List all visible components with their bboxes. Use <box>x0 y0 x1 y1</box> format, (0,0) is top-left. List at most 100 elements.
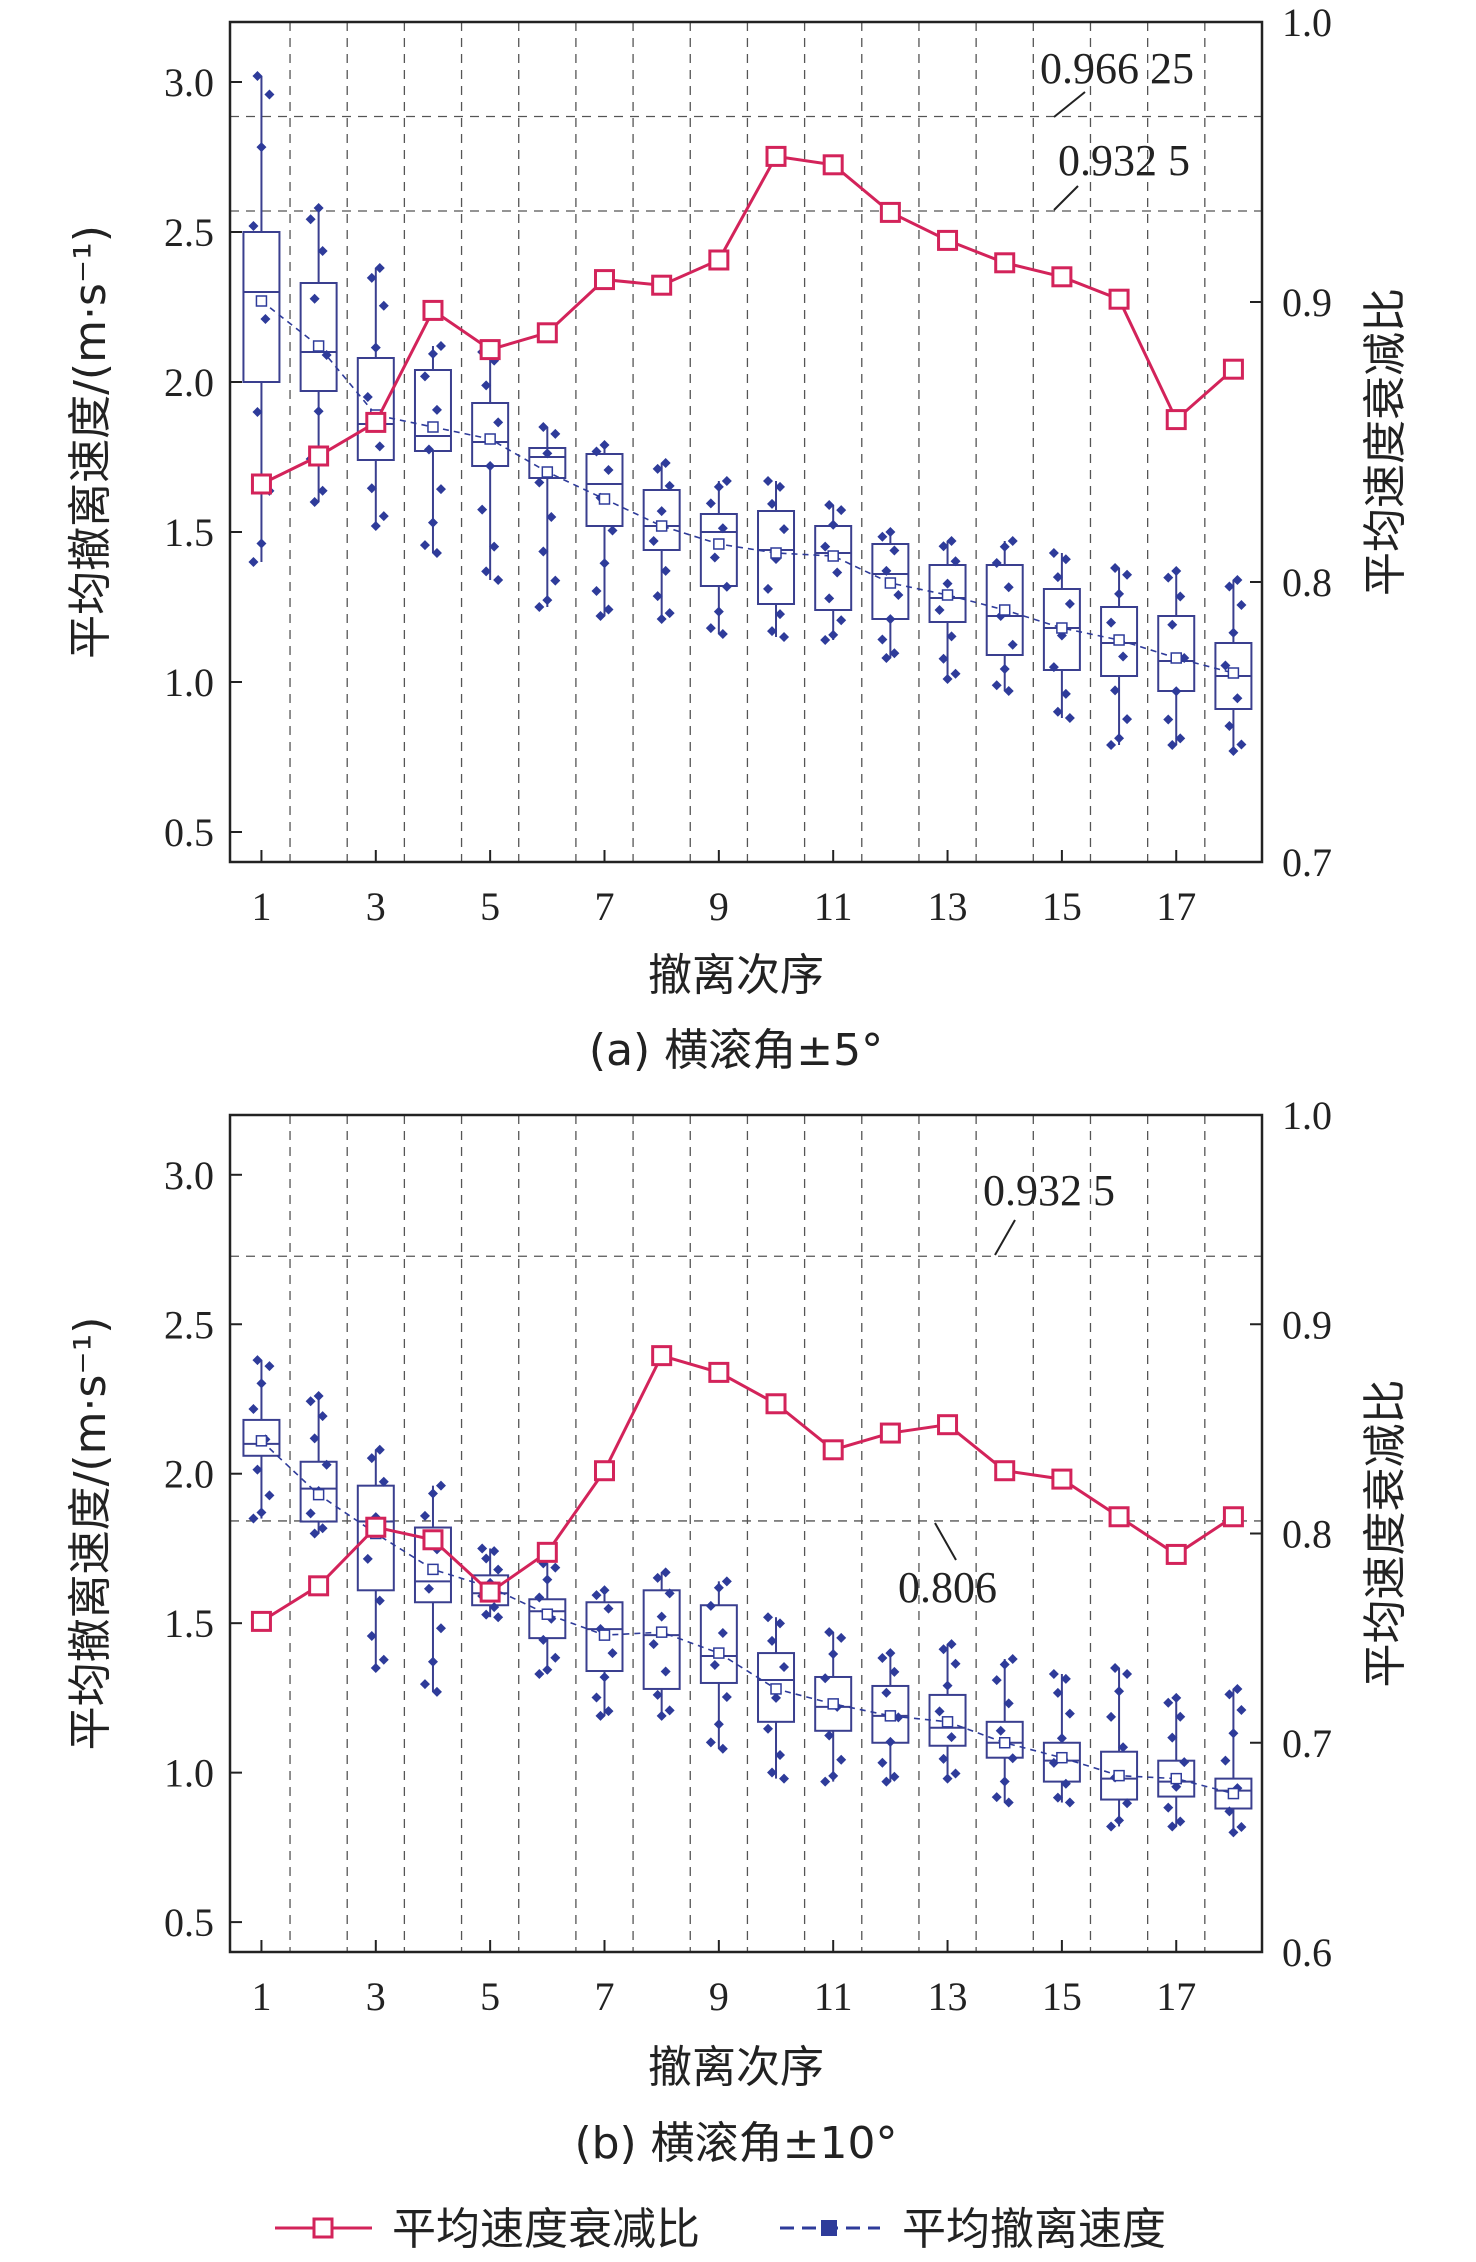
sample-point <box>938 1644 949 1655</box>
sample-point <box>305 1396 316 1407</box>
sample-point <box>1175 1816 1186 1827</box>
x-tick-label: 13 <box>928 884 968 929</box>
sample-point <box>763 583 774 594</box>
sample-point <box>481 1553 492 1564</box>
sample-point <box>713 606 724 617</box>
reference-label: 0.806 <box>898 1563 997 1612</box>
sample-point <box>942 578 953 589</box>
sample-point <box>705 1737 716 1748</box>
sample-point <box>946 631 957 642</box>
sample-point <box>1224 1806 1235 1817</box>
ratio-marker <box>1051 266 1073 288</box>
sample-point <box>374 441 385 452</box>
sample-point <box>427 348 438 359</box>
sample-point <box>550 1562 561 1573</box>
sample-point <box>260 314 271 324</box>
legend-speed-marker <box>821 2220 837 2236</box>
sample-point <box>950 668 961 679</box>
sample-point <box>1232 575 1243 585</box>
sample-point <box>419 1510 430 1521</box>
sample-point <box>378 1476 389 1487</box>
sample-point <box>538 546 549 557</box>
sample-point <box>1003 1698 1014 1709</box>
sample-point <box>999 664 1010 675</box>
reference-leader <box>1053 185 1079 211</box>
sample-point <box>881 1687 892 1698</box>
sample-point <box>1064 598 1075 609</box>
sample-point <box>942 1680 953 1691</box>
sample-point <box>705 498 716 509</box>
sample-point <box>477 1543 488 1554</box>
y-right-tick-label: 0.9 <box>1282 1302 1332 1347</box>
sample-point <box>1114 1686 1125 1697</box>
ratio-marker <box>536 1541 558 1563</box>
sample-point <box>534 602 545 612</box>
sample-point <box>1064 1797 1075 1808</box>
mean-speed-marker <box>598 493 611 505</box>
sample-point <box>721 1692 732 1703</box>
y-right-tick-label: 0.8 <box>1282 1512 1332 1557</box>
panel-caption: (a) 横滚角±5° <box>589 1025 883 1076</box>
sample-point <box>317 246 328 257</box>
ratio-marker <box>879 201 901 223</box>
sample-point <box>836 1754 847 1765</box>
sample-point <box>775 1749 786 1760</box>
sample-point <box>309 497 320 507</box>
x-tick-label: 17 <box>1156 1974 1196 2019</box>
sample-point <box>362 392 373 402</box>
ratio-marker <box>651 1345 673 1367</box>
x-tick-label: 13 <box>928 1974 968 2019</box>
ratio-marker <box>422 1529 444 1551</box>
sample-point <box>995 1725 1006 1736</box>
sample-point <box>309 293 320 304</box>
sample-point <box>435 484 446 495</box>
sample-point <box>828 629 839 640</box>
mean-speed-marker <box>255 295 268 307</box>
x-tick-label: 17 <box>1156 884 1196 929</box>
sample-point <box>419 540 430 551</box>
reference-label: 0.932 5 <box>1058 136 1190 185</box>
y-left-tick-label: 0.5 <box>164 810 214 855</box>
sample-point <box>938 1753 949 1764</box>
y-right-axis-title: 平均速度衰减比 <box>1360 288 1411 596</box>
sample-point <box>1163 714 1174 725</box>
sample-point <box>1175 591 1186 602</box>
sample-point <box>603 1706 614 1717</box>
sample-point <box>321 1459 332 1470</box>
sample-point <box>1007 639 1018 650</box>
mean-speed-marker <box>770 1683 782 1695</box>
mean-speed-marker <box>941 1716 954 1728</box>
ratio-marker <box>250 1610 272 1632</box>
y-left-tick-label: 1.0 <box>164 1751 214 1796</box>
ratio-marker <box>1165 409 1187 431</box>
sample-point <box>824 500 835 510</box>
legend-ratio-label: 平均速度衰减比 <box>392 2204 700 2255</box>
y-right-tick-label: 0.6 <box>1282 1930 1332 1975</box>
sample-point <box>660 565 671 576</box>
x-tick-label: 7 <box>594 1974 614 2019</box>
sample-point <box>1114 588 1125 599</box>
y-left-tick-label: 0.5 <box>164 1900 214 1945</box>
sample-point <box>534 477 545 488</box>
sample-point <box>1175 1711 1186 1722</box>
y-left-axis-title: 平均撤离速度/(m·s⁻¹) <box>65 225 116 659</box>
ratio-marker <box>365 1516 387 1538</box>
sample-point <box>607 1648 618 1659</box>
sample-point <box>1236 1704 1247 1715</box>
sample-point <box>366 1631 377 1642</box>
mean-speed-marker <box>427 1563 439 1576</box>
sample-point <box>542 595 553 606</box>
sample-point <box>828 519 839 530</box>
sample-point <box>481 1609 492 1620</box>
sample-point <box>1228 1827 1239 1838</box>
sample-point <box>1007 1753 1018 1764</box>
sample-point <box>717 629 728 639</box>
sample-point <box>595 611 606 621</box>
sample-point <box>648 1639 659 1650</box>
ratio-marker <box>479 339 501 361</box>
sample-point <box>713 1582 724 1593</box>
sample-point <box>652 463 663 474</box>
ratio-line <box>260 154 1235 486</box>
reference-leader <box>1053 91 1086 118</box>
